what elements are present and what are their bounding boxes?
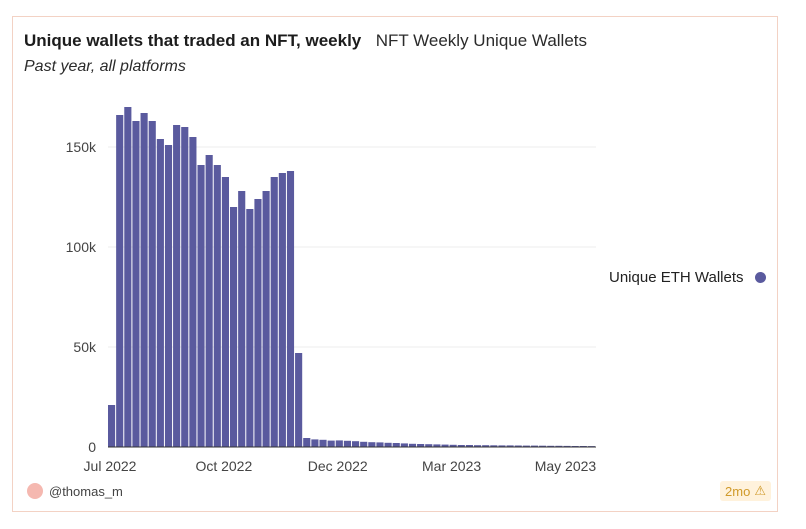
bar bbox=[311, 439, 319, 447]
bar bbox=[457, 445, 465, 447]
title-row: Unique wallets that traded an NFT, weekl… bbox=[24, 31, 587, 51]
bar bbox=[221, 177, 229, 447]
bar-chart: 0 50k 100k 150k Jul 2022 Oct 2022 Dec 2022 Mar … bbox=[66, 107, 597, 474]
bar bbox=[514, 445, 522, 447]
bar bbox=[474, 445, 482, 447]
author-name: @thomas_m bbox=[49, 483, 123, 499]
bar bbox=[555, 445, 563, 447]
bar bbox=[465, 445, 473, 447]
x-tick-label: Oct 2022 bbox=[195, 458, 252, 474]
bar bbox=[124, 107, 132, 447]
bar bbox=[262, 191, 270, 447]
bar bbox=[319, 439, 327, 447]
bar bbox=[360, 441, 368, 447]
bar bbox=[343, 440, 351, 447]
bar bbox=[278, 173, 286, 447]
age-badge[interactable]: 2mo ⚠ bbox=[720, 481, 771, 501]
bar bbox=[108, 405, 116, 447]
bar bbox=[490, 445, 498, 447]
bar bbox=[441, 444, 449, 447]
bar bbox=[327, 440, 335, 447]
query-name[interactable]: NFT Weekly Unique Wallets bbox=[375, 31, 588, 50]
bar bbox=[197, 165, 205, 447]
bar bbox=[449, 444, 457, 447]
bar bbox=[213, 165, 221, 447]
bar bbox=[205, 155, 213, 447]
bar bbox=[522, 445, 530, 447]
bar bbox=[400, 443, 408, 447]
bar bbox=[506, 445, 514, 447]
y-tick-label: 50k bbox=[73, 339, 97, 355]
chart-title: Unique wallets that traded an NFT, weekl… bbox=[24, 31, 362, 50]
legend-label: Unique ETH Wallets bbox=[609, 269, 744, 286]
x-tick-label: Dec 2022 bbox=[308, 458, 368, 474]
bar bbox=[132, 121, 140, 447]
bar bbox=[352, 441, 360, 447]
chart-subtitle: Past year, all platforms bbox=[24, 58, 186, 75]
bar bbox=[246, 209, 254, 447]
bar bbox=[563, 445, 571, 447]
bar bbox=[392, 443, 400, 447]
bar bbox=[189, 137, 197, 447]
bar bbox=[156, 139, 164, 447]
author[interactable]: @thomas_m bbox=[27, 483, 123, 499]
x-tick-label: Jul 2022 bbox=[84, 458, 137, 474]
bar bbox=[270, 177, 278, 447]
bar bbox=[384, 442, 392, 447]
x-tick-label: May 2023 bbox=[535, 458, 597, 474]
bar bbox=[539, 445, 547, 447]
bar bbox=[498, 445, 506, 447]
bar bbox=[238, 191, 246, 447]
bar bbox=[417, 444, 425, 447]
bar bbox=[335, 440, 343, 447]
bar bbox=[530, 445, 539, 447]
x-tick-label: Mar 2023 bbox=[422, 458, 481, 474]
bar bbox=[148, 121, 156, 447]
bar bbox=[433, 444, 441, 447]
bar bbox=[164, 145, 173, 447]
bar bbox=[303, 438, 311, 447]
bar bbox=[376, 442, 384, 447]
age-text: 2mo bbox=[725, 483, 751, 499]
y-tick-label: 150k bbox=[66, 139, 97, 155]
bar bbox=[547, 445, 555, 447]
bar bbox=[286, 171, 295, 447]
y-tick-label: 100k bbox=[66, 239, 97, 255]
bar bbox=[116, 115, 124, 447]
bar bbox=[140, 113, 148, 447]
avatar bbox=[27, 483, 43, 499]
bar bbox=[425, 444, 433, 447]
y-tick-label: 0 bbox=[88, 439, 96, 455]
bar bbox=[230, 207, 238, 447]
bar bbox=[408, 443, 417, 447]
legend[interactable]: Unique ETH Wallets bbox=[609, 269, 766, 286]
bar bbox=[295, 353, 303, 447]
bar bbox=[181, 127, 189, 447]
bar bbox=[254, 199, 262, 447]
bar bbox=[173, 125, 181, 447]
chart-card: Unique wallets that traded an NFT, weekl… bbox=[12, 16, 778, 512]
warning-icon: ⚠ bbox=[754, 483, 766, 498]
bar bbox=[482, 445, 490, 447]
bar bbox=[368, 442, 376, 447]
legend-dot-icon bbox=[755, 272, 766, 283]
